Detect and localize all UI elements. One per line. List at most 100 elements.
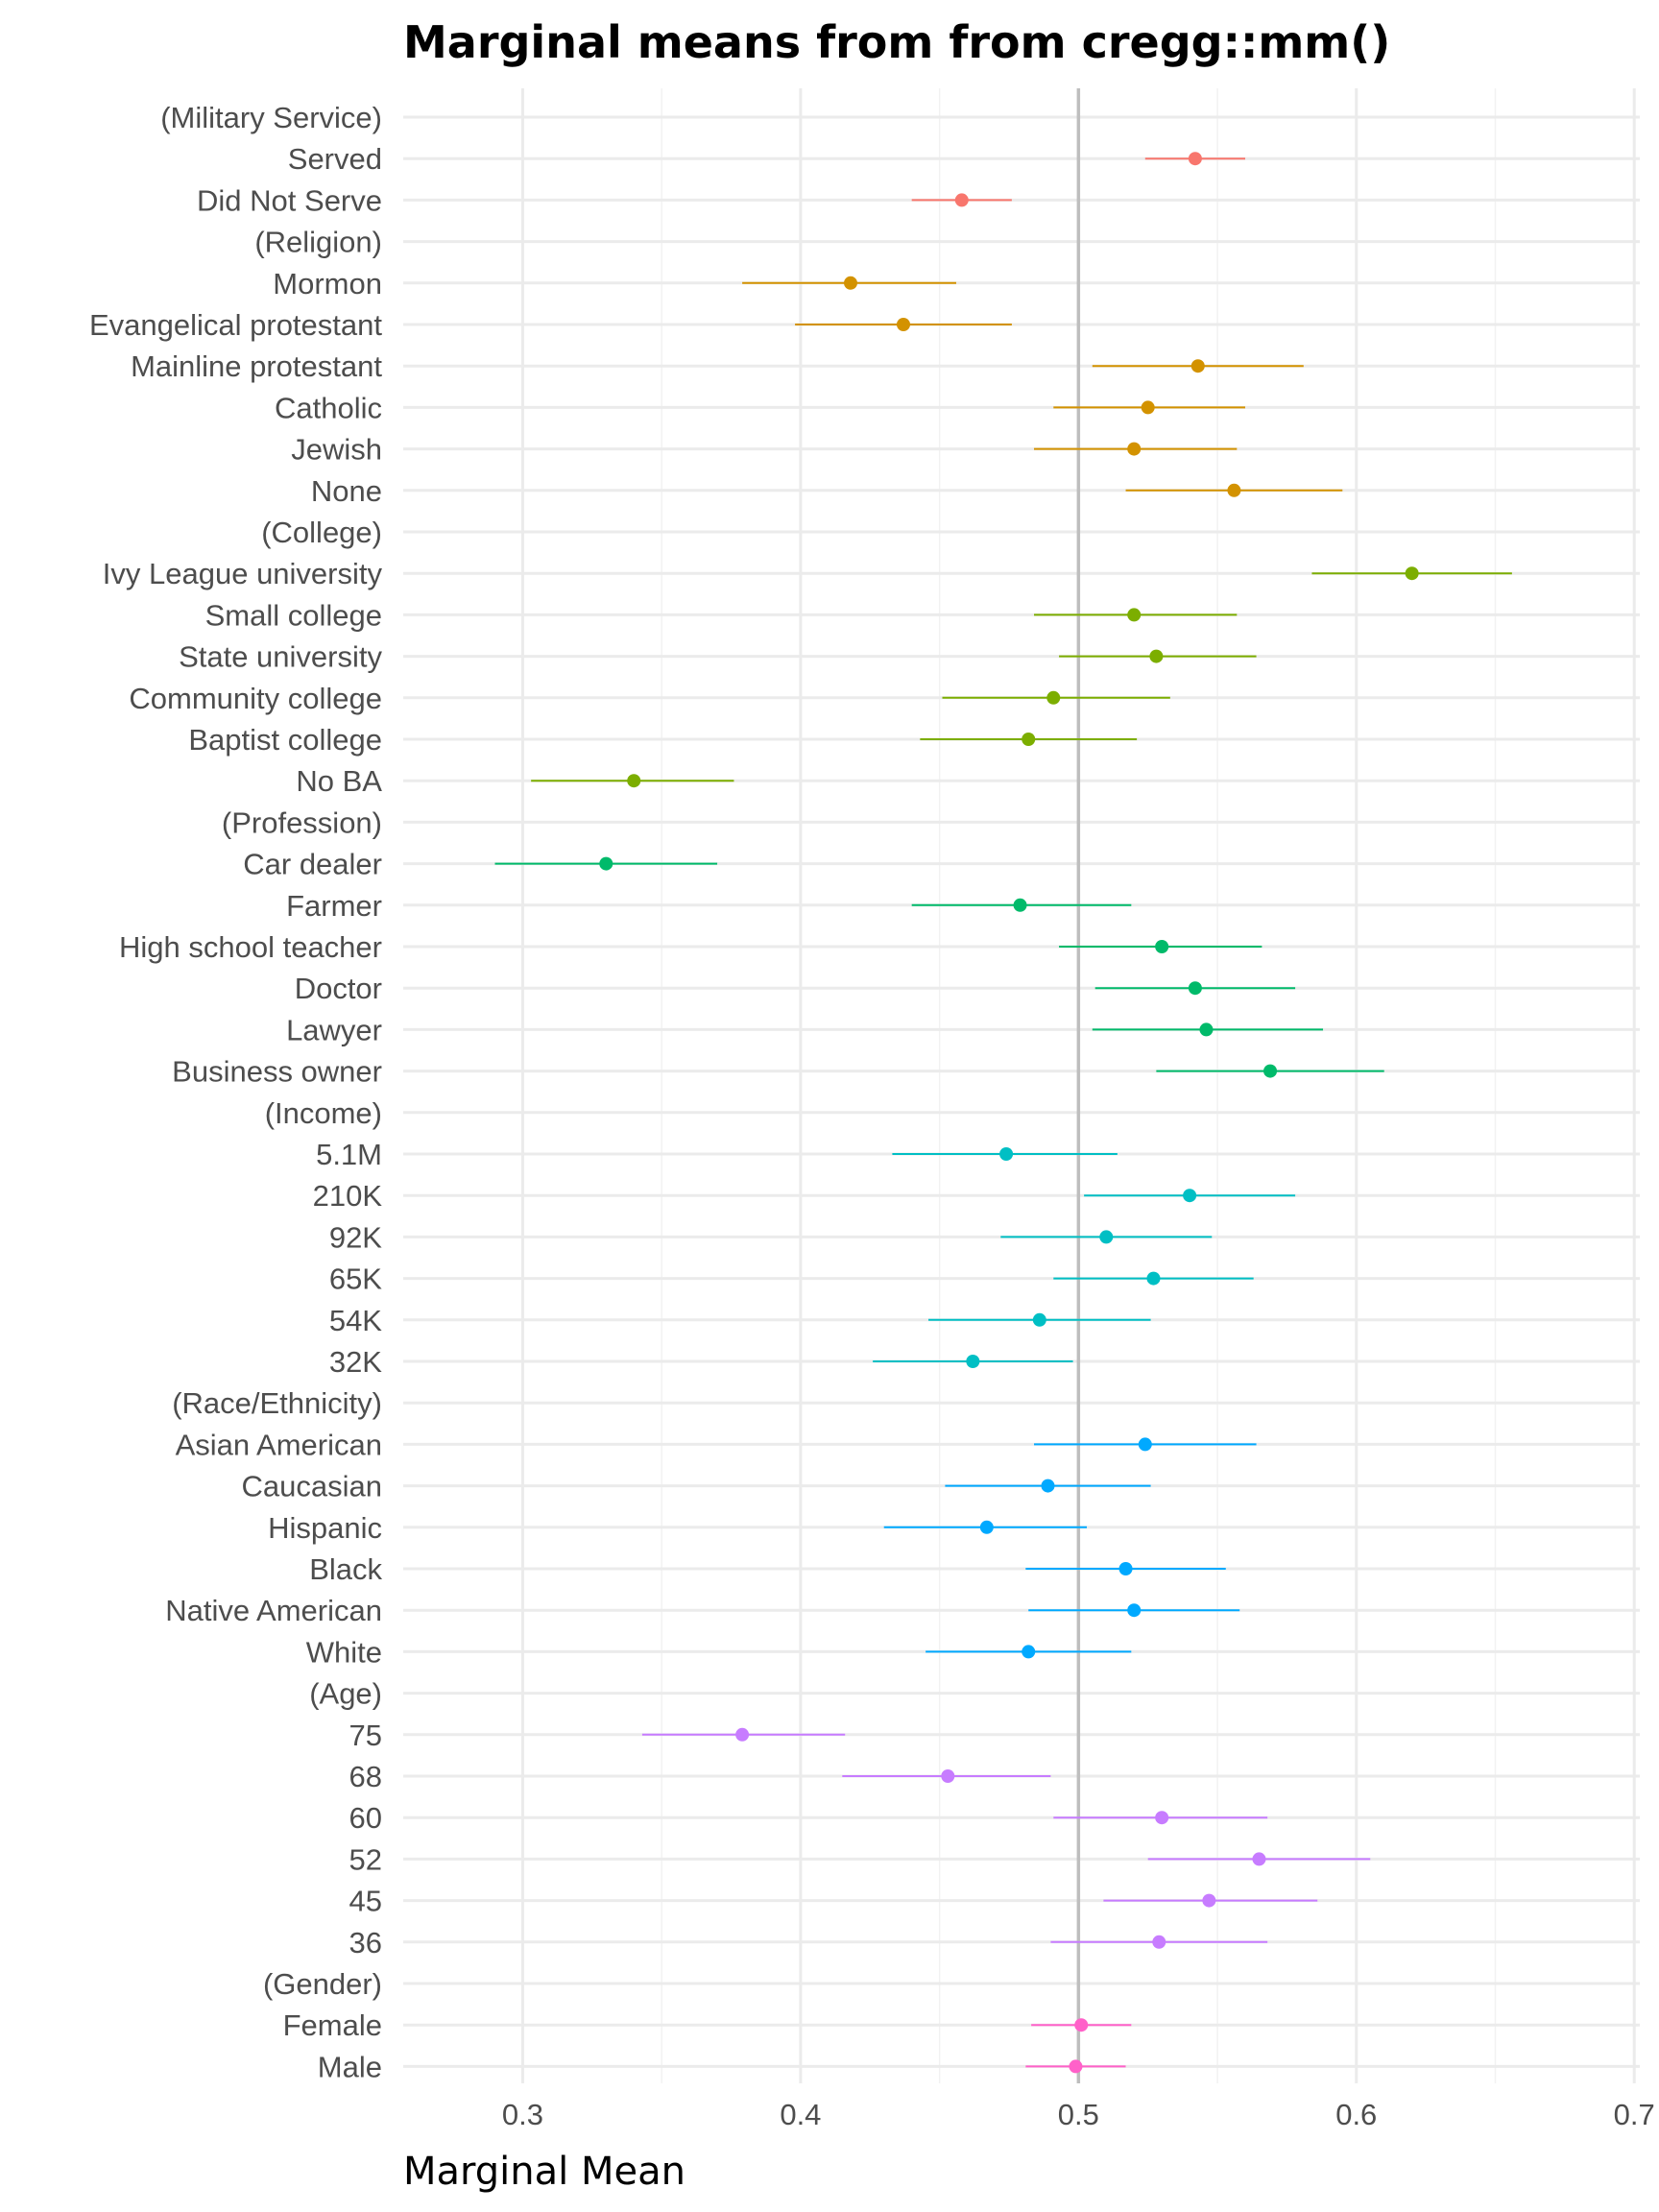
level-label: 36 [349,1926,382,1960]
x-tick-label: 0.4 [780,2098,821,2131]
estimate-point [1069,2059,1083,2074]
level-label: 60 [349,1801,382,1835]
level-label: 68 [349,1760,382,1793]
level-label: 65K [329,1262,382,1296]
estimate-point [1199,1022,1214,1037]
level-label: Car dealer [243,848,382,881]
estimate-points [599,152,1419,2074]
estimate-point [1046,690,1061,705]
estimate-point [1188,152,1202,166]
level-label: Jewish [291,433,382,467]
estimate-point [966,1355,980,1368]
level-label: Small college [205,598,382,632]
level-label: High school teacher [119,930,382,964]
estimate-point [1074,2018,1089,2032]
estimate-point [1152,1935,1166,1949]
level-label: 92K [329,1220,382,1254]
y-axis-labels: (Military Service) Served Did Not Serve (Re… [89,101,383,2083]
estimate-point [1032,1312,1046,1327]
level-label: 52 [349,1842,382,1876]
level-label: Did Not Serve [197,183,382,217]
estimate-point [896,318,910,331]
estimate-point [1099,1230,1114,1244]
estimate-point [1155,1811,1169,1825]
estimate-point [1155,940,1169,953]
x-axis-title: Marginal Mean [403,2150,685,2194]
estimate-point [1263,1064,1278,1078]
estimate-point [1127,442,1142,456]
estimate-point [999,1147,1014,1161]
estimate-point [1141,400,1155,415]
estimate-point [735,1727,750,1742]
level-label: Community college [129,682,382,715]
level-label: Catholic [275,391,382,424]
estimate-point [599,856,613,871]
level-label: Black [309,1552,382,1586]
level-label: Female [283,2008,382,2042]
group-header-label: (College) [261,516,382,549]
level-label: 54K [329,1304,382,1337]
level-label: Male [318,2050,382,2083]
level-label: Caucasian [242,1470,382,1503]
level-label: Farmer [286,889,382,923]
level-label: Lawyer [286,1013,382,1046]
group-header-label: (Religion) [254,226,382,259]
level-label: 210K [313,1179,383,1213]
estimate-point [1127,608,1142,622]
estimate-point [1041,1479,1055,1493]
estimate-point [1183,1189,1197,1203]
level-label: No BA [296,764,382,798]
level-label: 5.1M [316,1138,382,1171]
level-label: 75 [349,1719,382,1752]
estimate-point [1013,898,1027,912]
y-gridlines [403,115,1640,2068]
level-label: Served [288,142,382,176]
level-label: Native American [165,1594,382,1627]
x-tick-label: 0.6 [1335,2098,1377,2131]
level-label: Baptist college [188,723,382,757]
estimate-point [1146,1271,1161,1286]
level-label: Business owner [172,1055,382,1089]
x-tick-label: 0.3 [502,2098,543,2131]
x-tick-label: 0.5 [1058,2098,1099,2131]
level-label: None [311,474,382,508]
level-label: 32K [329,1345,382,1379]
estimate-point [1022,733,1036,746]
estimate-point [1188,981,1202,996]
group-header-label: (Income) [265,1096,382,1130]
estimate-point [1138,1437,1152,1452]
estimate-point [1227,483,1241,497]
x-tick-label: 0.7 [1614,2098,1655,2131]
estimate-point [1022,1645,1036,1659]
estimate-point [1127,1603,1142,1618]
level-label: Doctor [295,972,382,1005]
group-header-label: (Race/Ethnicity) [172,1386,382,1420]
level-label: White [306,1635,382,1669]
estimate-point [1252,1852,1266,1866]
estimate-point [941,1769,955,1783]
estimate-point [843,276,857,290]
level-label: Ivy League university [103,557,383,590]
group-header-label: (Profession) [222,805,382,839]
estimate-point [1405,566,1419,581]
estimate-point [1118,1562,1133,1575]
level-label: Mormon [273,267,382,301]
group-header-label: (Age) [309,1677,382,1711]
level-label: State university [179,640,382,674]
level-label: Hispanic [268,1511,382,1545]
estimate-point [1202,1893,1216,1908]
group-header-label: (Gender) [263,1967,382,2001]
level-label: 45 [349,1885,382,1918]
group-header-label: (Military Service) [160,101,382,134]
estimate-point [627,774,641,788]
x-axis-tick-labels: 0.3 0.4 0.5 0.6 0.7 [502,2098,1655,2131]
chart-title: Marginal means from from cregg::mm() [403,16,1390,68]
level-label: Evangelical protestant [89,308,382,342]
estimate-point [979,1520,994,1534]
level-label: Asian American [176,1428,382,1461]
level-label: Mainline protestant [131,349,382,383]
estimate-point [954,193,969,207]
estimate-point [1149,649,1164,663]
estimate-point [1190,359,1205,373]
